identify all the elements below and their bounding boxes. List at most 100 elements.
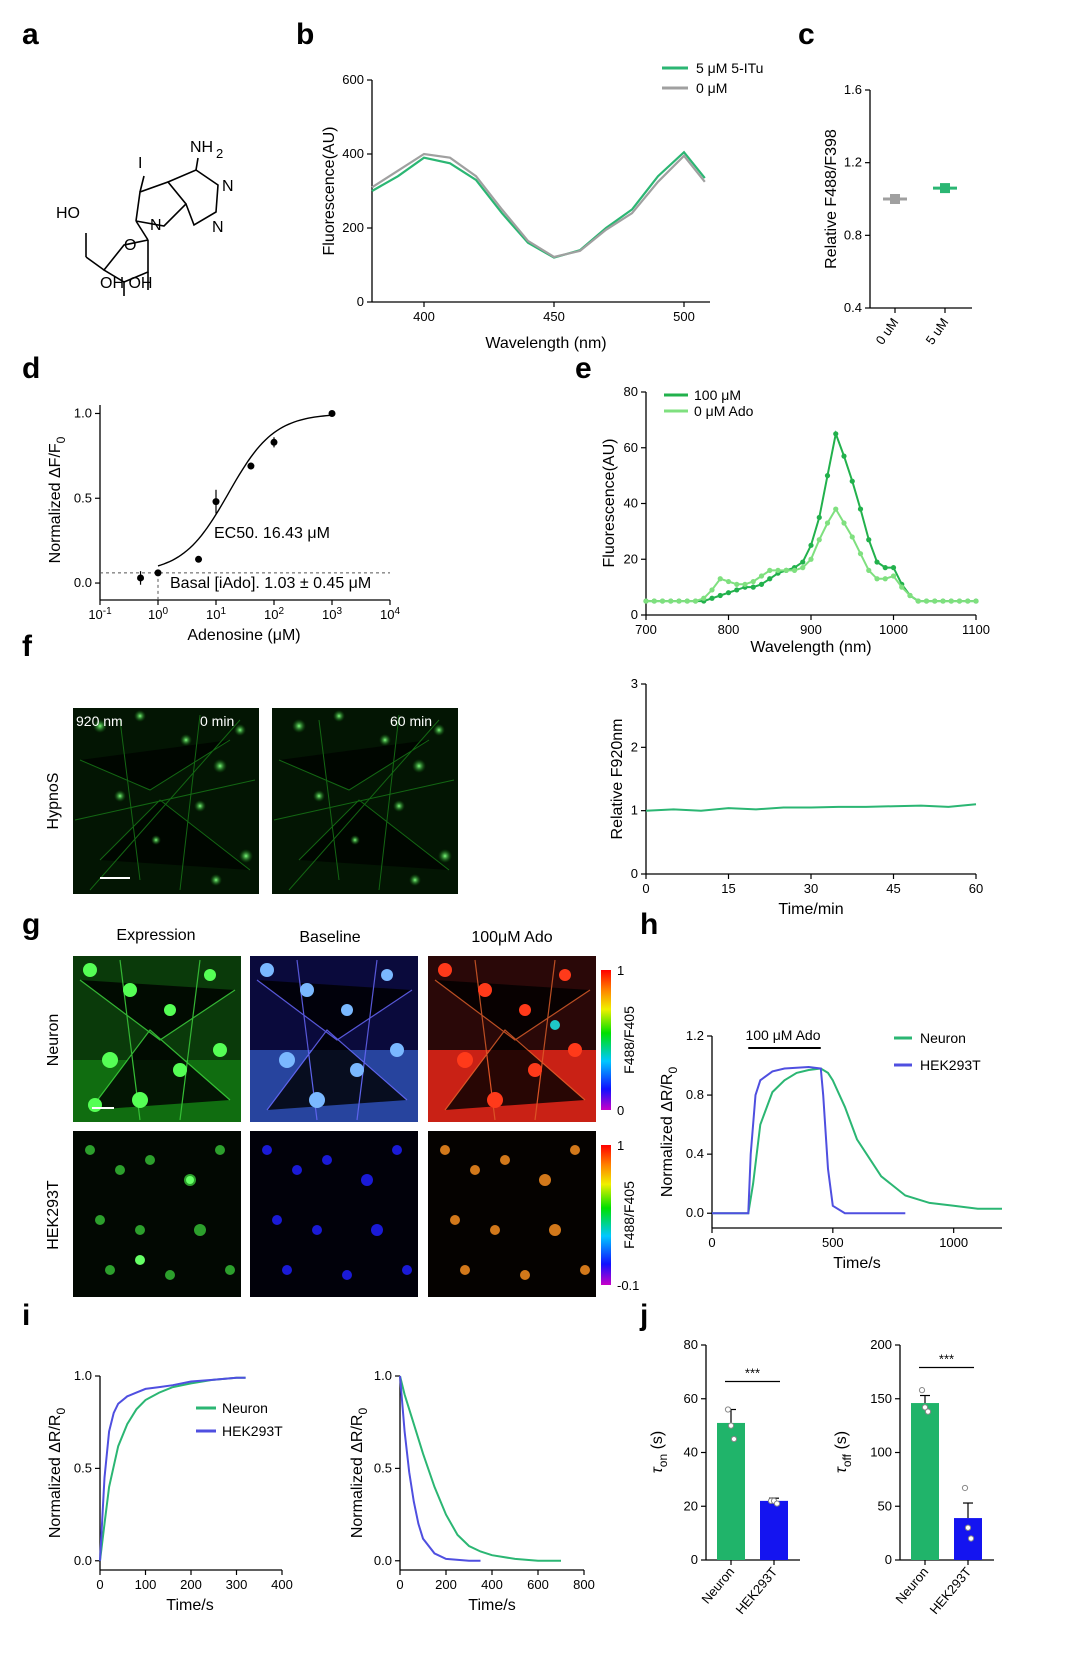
- chart-j-right-point-0-1: [921, 1404, 929, 1411]
- chart-i-right-ylabel-sub: 0: [356, 1408, 370, 1415]
- chart-j-right-point-1-0: [961, 1484, 969, 1492]
- struct-n1: N: [222, 178, 234, 195]
- chart-i-left-xtick-label-2: 200: [180, 1577, 202, 1592]
- chart-e-series-1-point-12: [742, 581, 748, 587]
- chart-e-xtick-label-0: 700: [635, 622, 657, 637]
- chart-d-ytick-label-2: 1.0: [74, 405, 92, 420]
- image-f-t0: 0 min: [200, 713, 234, 729]
- struct-ho: HO: [56, 205, 80, 222]
- struct-i: I: [138, 155, 142, 172]
- chart-e-series-1-point-38: [956, 598, 963, 604]
- chart-e-series-1-point-11: [734, 581, 740, 587]
- chart-e-series-1-point-31: [899, 584, 905, 590]
- chart-j-left-ytick-label-2: 40: [684, 1445, 698, 1460]
- chart-c-xtick-label-0: 0 uM: [873, 315, 902, 347]
- chart-e-series-0-point-9: [717, 592, 723, 599]
- image-g-col-baseline: Baseline: [299, 929, 360, 946]
- panel-label-f: f: [22, 630, 33, 663]
- panel-label-j: j: [639, 1299, 648, 1332]
- chart-e-series-0-point-13: [750, 584, 756, 590]
- chart-j-left-ylabel-main: τ: [649, 1466, 666, 1473]
- chart-e-series-1-point-19: [800, 565, 806, 571]
- chart-j-right-sig-text: ***: [939, 1352, 954, 1367]
- chart-j-right-ylabel: τoff (s): [833, 1431, 854, 1473]
- chart-i-right-xtick-label-4: 800: [573, 1577, 595, 1592]
- chart-i-right-series-1: [399, 1375, 481, 1562]
- chart-i-left-ylabel-main: Normalized ΔR/R: [47, 1415, 64, 1539]
- chart-e-series-1-point-6: [692, 598, 699, 604]
- chart-i-left-xlabel: Time/s: [166, 1597, 213, 1614]
- chart-f-xtick-label-4: 60: [969, 881, 983, 896]
- chart-e-series-1-point-3: [668, 598, 674, 604]
- chart-e-series-1-point-37: [948, 598, 954, 604]
- chart-e-series-1-point-24: [841, 520, 847, 526]
- chart-c-ylabel: Relative F488/F398: [823, 129, 840, 269]
- chart-b-ytick-label-1: 200: [342, 220, 364, 235]
- chart-i-right-xtick-label-1: 200: [435, 1577, 457, 1592]
- colorbar-neuron-min: 0: [617, 1103, 624, 1118]
- image-g-row-neuron: Neuron: [45, 1014, 62, 1066]
- chart-d-xtick-label-5: 104: [380, 606, 400, 622]
- chemical-structure: I NH 2 N N N HO O OH OH: [56, 139, 234, 296]
- chart-h-xtick-label-1: 500: [822, 1235, 844, 1250]
- chart-f-ylabel: Relative F920nm: [609, 719, 626, 840]
- chart-e-xlabel: Wavelength (nm): [750, 639, 871, 656]
- chart-e-series-0-point-23: [833, 431, 839, 437]
- chart-b-xtick-label-2: 500: [673, 309, 695, 324]
- chart-e-ylabel: Fluorescence(AU): [601, 439, 618, 568]
- chart-e-series-1-point-34: [923, 598, 930, 604]
- chart-e-series-1-point-18: [791, 567, 798, 574]
- chart-h-ytick-label-3: 1.2: [686, 1028, 704, 1043]
- chart-f-xlabel: Time/min: [778, 901, 843, 918]
- chart-j-right-point-0-2: [924, 1408, 932, 1415]
- chart-e-series-1-point-22: [824, 520, 831, 526]
- chart-f-relative-f920: Time/min Relative F920nm 0 15 30 45 60 0 1 2 3: [609, 676, 983, 918]
- chart-e-series-1-point-36: [940, 598, 946, 604]
- chart-d-ytick-label-1: 0.5: [74, 490, 92, 505]
- chart-j-left-ylabel: τon (s): [649, 1431, 670, 1473]
- chart-j-left-sig-text: ***: [745, 1366, 760, 1381]
- chart-e-series-1-point-7: [701, 595, 707, 601]
- chart-d-point-2: [195, 555, 203, 563]
- panel-label-g: g: [22, 908, 40, 941]
- chart-e-series-0-point-14: [758, 581, 765, 587]
- chart-i-left-xtick-label-1: 100: [135, 1577, 157, 1592]
- chart-j-right-ytick-label-1: 50: [878, 1498, 892, 1513]
- chart-e-xtick-label-3: 1000: [879, 622, 908, 637]
- image-g-hek-baseline: [250, 1131, 418, 1297]
- struct-nh2-sub: 2: [216, 146, 223, 161]
- chart-h-ylabel: Normalized ΔR/R0: [659, 1067, 680, 1198]
- image-f-t60: 60 min: [390, 713, 432, 729]
- chart-i-left-xtick-label-0: 0: [96, 1577, 103, 1592]
- chart-e-series-1-point-33: [915, 598, 921, 604]
- chart-b-series-1: [371, 152, 706, 259]
- chart-e-xtick-label-4: 1100: [962, 622, 990, 637]
- chart-e-ytick-label-1: 20: [624, 551, 638, 566]
- chart-b-xtick-label-1: 450: [543, 309, 565, 324]
- chart-h-ytick-label-0: 0.0: [686, 1205, 704, 1220]
- chart-f-series: [645, 803, 977, 812]
- chart-e-series-0-point-22: [824, 473, 831, 479]
- chart-d-ylabel-sub: 0: [54, 436, 68, 443]
- chart-b-ylabel: Fluorescence(AU): [321, 127, 338, 256]
- chart-e-series-1-point-26: [857, 551, 864, 557]
- chart-h-ylabel-sub: 0: [666, 1067, 680, 1074]
- chart-e-series-1-point-25: [849, 534, 855, 540]
- chart-d-point-4: [247, 462, 255, 470]
- chart-j-left-ylabel-sub: on: [656, 1454, 670, 1467]
- chart-c-relative-ratio: Relative F488/F398 0.4 0.8 1.2 1.6 0 uM 5 uM: [823, 82, 972, 347]
- chart-e-series-0-point-27: [866, 537, 872, 543]
- chart-j-right-ytick-label-4: 200: [870, 1337, 892, 1352]
- chart-d-point-5: [270, 438, 278, 446]
- colorbar-hek: [601, 1145, 611, 1285]
- chart-i-left-ytick-label-0: 0.0: [74, 1553, 92, 1568]
- chart-e-series-1-point-14: [758, 573, 765, 579]
- chart-c-ytick-label-2: 1.2: [844, 155, 862, 170]
- chart-e-two-photon-spectrum: Wavelength (nm) Fluorescence(AU) 100 μM …: [601, 384, 990, 656]
- chart-j-right-ytick-label-0: 0: [885, 1552, 892, 1567]
- chart-b-ytick-label-0: 0: [357, 294, 364, 309]
- chart-e-series-1-point-4: [676, 598, 682, 604]
- chart-i-left-ylabel-sub: 0: [54, 1408, 68, 1415]
